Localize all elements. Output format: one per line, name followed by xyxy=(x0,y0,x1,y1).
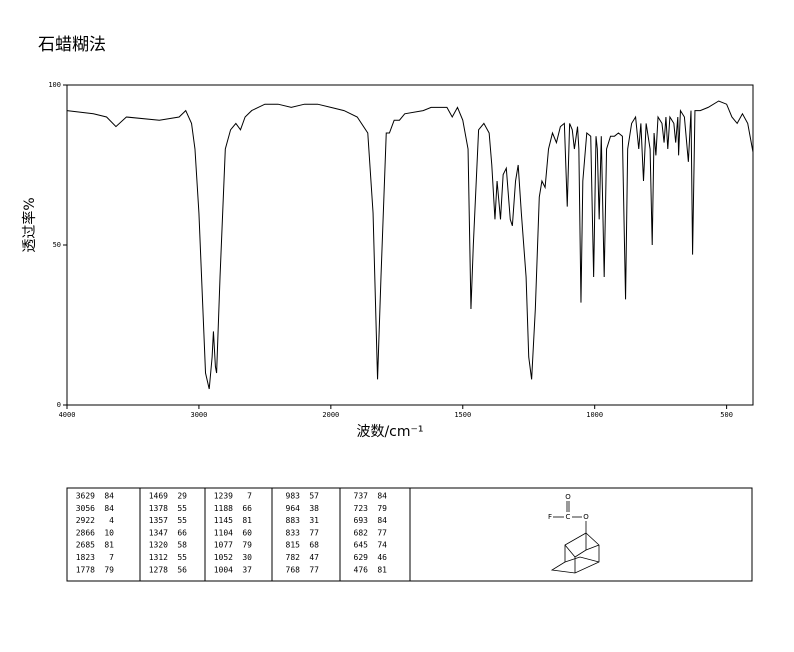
peak-transmittance: 77 xyxy=(377,528,387,537)
peak-wavenumber: 1378 xyxy=(149,504,168,513)
peak-transmittance: 66 xyxy=(177,528,187,537)
peak-wavenumber: 1778 xyxy=(76,565,95,574)
peak-transmittance: 10 xyxy=(104,528,114,537)
peak-transmittance: 56 xyxy=(177,565,187,574)
peak-transmittance: 55 xyxy=(177,516,187,525)
peak-transmittance: 55 xyxy=(177,553,187,562)
peak-transmittance: 7 xyxy=(109,553,114,562)
peak-transmittance: 29 xyxy=(177,492,187,501)
peak-transmittance: 55 xyxy=(177,504,187,513)
peak-wavenumber: 1004 xyxy=(214,565,233,574)
peak-transmittance: 4 xyxy=(109,516,114,525)
cage xyxy=(585,544,600,551)
peak-wavenumber: 782 xyxy=(286,553,301,562)
peak-transmittance: 57 xyxy=(309,492,319,501)
x-tick-label: 2000 xyxy=(322,411,339,419)
peak-transmittance: 84 xyxy=(377,516,387,525)
peak-transmittance: 47 xyxy=(309,553,319,562)
peak-wavenumber: 1052 xyxy=(214,553,233,562)
peak-wavenumber: 2685 xyxy=(76,541,95,550)
peak-transmittance: 81 xyxy=(104,541,114,550)
peak-transmittance: 84 xyxy=(104,492,114,501)
chart-title: 石蜡糊法 xyxy=(38,35,106,55)
peak-transmittance: 37 xyxy=(242,565,252,574)
peak-wavenumber: 737 xyxy=(354,492,369,501)
x-tick-label: 4000 xyxy=(59,411,76,419)
peak-transmittance: 79 xyxy=(377,504,387,513)
peak-wavenumber: 1278 xyxy=(149,565,168,574)
peak-wavenumber: 2866 xyxy=(76,528,95,537)
cage xyxy=(550,532,600,574)
cage xyxy=(574,533,587,573)
peak-wavenumber: 833 xyxy=(286,528,301,537)
peak-wavenumber: 723 xyxy=(354,504,369,513)
peak-wavenumber: 1469 xyxy=(149,492,168,501)
peak-transmittance: 31 xyxy=(309,516,319,525)
peak-transmittance: 81 xyxy=(377,565,387,574)
x-tick-label: 1500 xyxy=(454,411,471,419)
y-tick-label: 50 xyxy=(53,241,61,249)
peak-transmittance: 7 xyxy=(247,492,252,501)
peak-wavenumber: 682 xyxy=(354,528,369,537)
peak-transmittance: 81 xyxy=(242,516,252,525)
peak-wavenumber: 1823 xyxy=(76,553,95,562)
peak-transmittance: 79 xyxy=(104,565,114,574)
peak-wavenumber: 3056 xyxy=(76,504,95,513)
peak-transmittance: 77 xyxy=(309,565,319,574)
peak-wavenumber: 983 xyxy=(286,492,301,501)
peak-wavenumber: 815 xyxy=(286,541,301,550)
peak-transmittance: 30 xyxy=(242,553,252,562)
y-tick-label: 100 xyxy=(48,81,61,89)
atom-label: C xyxy=(566,513,571,521)
peak-wavenumber: 3629 xyxy=(76,492,95,501)
atom-label: F xyxy=(548,513,552,521)
peak-wavenumber: 1239 xyxy=(214,492,233,501)
y-axis-label: 透过率% xyxy=(21,197,38,252)
peak-wavenumber: 1347 xyxy=(149,528,168,537)
x-tick-label: 1000 xyxy=(586,411,603,419)
peak-wavenumber: 1188 xyxy=(214,504,233,513)
y-tick-label: 0 xyxy=(57,401,61,409)
peak-wavenumber: 1312 xyxy=(149,553,168,562)
peak-wavenumber: 1320 xyxy=(149,541,168,550)
structure: O F C O xyxy=(548,493,600,574)
peak-wavenumber: 1104 xyxy=(214,528,233,537)
x-tick-label: 3000 xyxy=(190,411,207,419)
peak-transmittance: 58 xyxy=(177,541,187,550)
atom-label: O xyxy=(583,513,589,521)
peak-transmittance: 77 xyxy=(309,528,319,537)
peak-wavenumber: 883 xyxy=(286,516,301,525)
peak-transmittance: 60 xyxy=(242,528,252,537)
peak-wavenumber: 1145 xyxy=(214,516,233,525)
peak-wavenumber: 1077 xyxy=(214,541,233,550)
peak-transmittance: 79 xyxy=(242,541,252,550)
peak-transmittance: 68 xyxy=(309,541,319,550)
spectrum-line xyxy=(66,100,754,390)
peak-wavenumber: 476 xyxy=(354,565,369,574)
x-tick-label: 500 xyxy=(720,411,733,419)
peak-wavenumber: 768 xyxy=(286,565,301,574)
peak-transmittance: 46 xyxy=(377,553,387,562)
cage xyxy=(564,544,576,558)
atom-label: O xyxy=(565,493,571,501)
cage xyxy=(564,556,600,563)
peak-wavenumber: 1357 xyxy=(149,516,168,525)
peak-wavenumber: 964 xyxy=(286,504,301,513)
peak-wavenumber: 2922 xyxy=(76,516,95,525)
peak-transmittance: 84 xyxy=(104,504,114,513)
peak-wavenumber: 629 xyxy=(354,553,369,562)
peak-wavenumber: 693 xyxy=(354,516,369,525)
peak-transmittance: 84 xyxy=(377,492,387,501)
peak-transmittance: 66 xyxy=(242,504,252,513)
plot-frame xyxy=(66,84,754,406)
x-axis-label: 波数/cm⁻¹ xyxy=(356,424,423,440)
peak-transmittance: 74 xyxy=(377,541,387,550)
peak-wavenumber: 645 xyxy=(354,541,369,550)
peak-transmittance: 38 xyxy=(309,504,319,513)
